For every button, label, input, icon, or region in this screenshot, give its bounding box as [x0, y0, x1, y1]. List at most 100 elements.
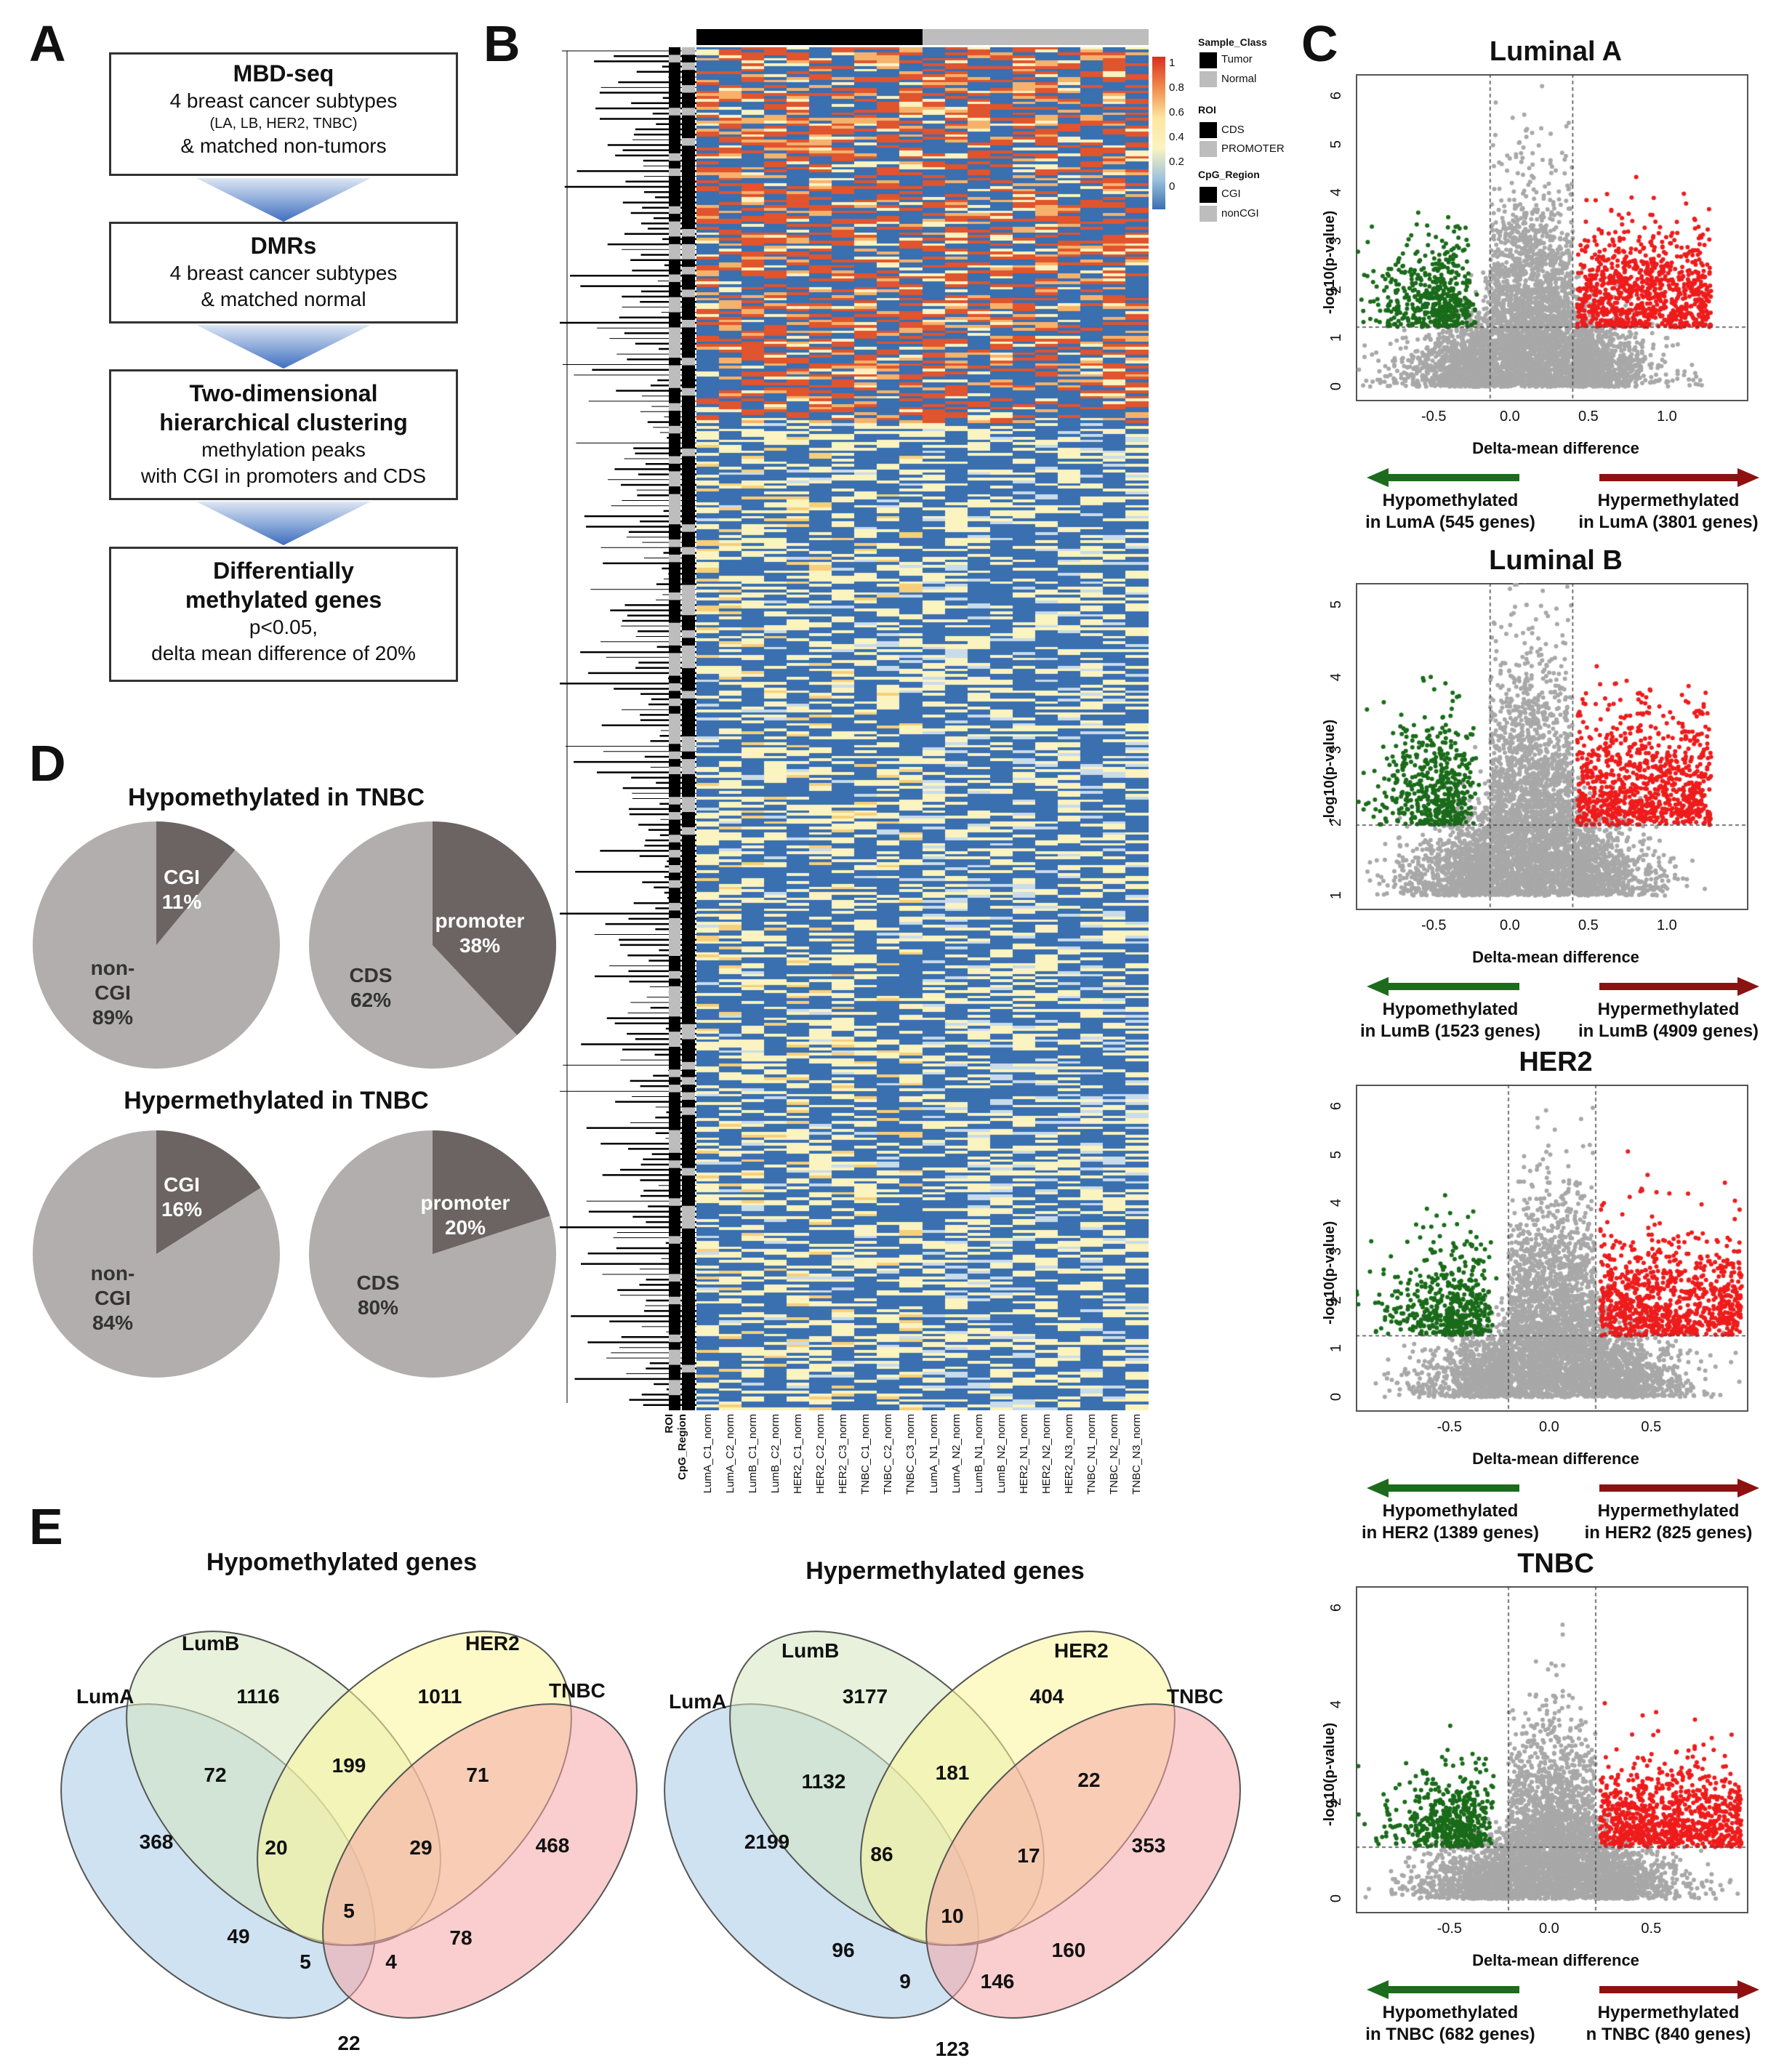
flow-title: DMRs — [250, 233, 317, 259]
hyper-arrow — [1599, 1980, 1759, 1999]
venn-count: 49 — [227, 1925, 250, 1948]
direction-arrows — [1367, 1980, 1759, 1999]
pie-small-slice — [156, 821, 236, 945]
pie4-small-label: promoter 20% — [420, 1191, 510, 1239]
hypo-count-label: Hypomethylated in LumA (545 genes) — [1365, 491, 1535, 532]
volcano-ytick: 3 — [1328, 236, 1345, 246]
hyper-count-label: Hypermethylated in HER2 (825 genes) — [1584, 1501, 1753, 1543]
heatmap-column-label: HER2_N2_norm — [1040, 1414, 1053, 1495]
sample-class-bar — [696, 29, 1149, 45]
pie-title-hyper: Hypermethylated in TNBC — [124, 1087, 429, 1114]
heatmap-column-label: HER2_N1_norm — [1017, 1414, 1030, 1495]
heatmap-column-label: LumB_N2_norm — [995, 1414, 1008, 1494]
colorbar-ticks: 1 0.8 0.6 0.4 0.2 0 — [1169, 51, 1184, 199]
flow-line: 4 breast cancer subtypes — [169, 262, 398, 284]
volcano-xtick: 0.0 — [1500, 917, 1520, 933]
funnel-arrow — [196, 178, 371, 222]
volcano-ytick: 1 — [1328, 1344, 1345, 1353]
volcano-title: Luminal B — [1489, 545, 1623, 576]
venn-ellipse-tnbc — [322, 1703, 638, 2019]
flow-line: & matched normal — [201, 288, 366, 310]
legend-swatch-noncgi — [1200, 206, 1217, 222]
venn-set-label: TNBC — [549, 1679, 606, 1702]
panel-letter-d: D — [29, 735, 66, 792]
heatmap-column-label: LumB_C1_norm — [746, 1414, 759, 1494]
venn-count: 5 — [300, 1950, 311, 1973]
venn-title-hyper: Hypermethylated genes — [805, 1557, 1085, 1585]
heatmap-column-label: TNBC_C1_norm — [859, 1414, 872, 1495]
pie-title-hypo: Hypomethylated in TNBC — [127, 784, 425, 811]
methylation-heatmap — [696, 47, 1149, 1410]
row-annot-label-cpg: CpG_Region — [676, 1414, 688, 1480]
flow-title: MBD-seq — [233, 60, 334, 87]
venn-count: 96 — [832, 1939, 855, 1961]
venn-count: 72 — [204, 1764, 227, 1786]
flow-line: delta mean difference of 20% — [151, 642, 416, 664]
heatmap-column-label: LumA_N2_norm — [949, 1414, 963, 1494]
volcano-ytick: 1 — [1328, 891, 1345, 900]
volcano-ytick: 4 — [1328, 188, 1345, 197]
hyper-arrow — [1599, 977, 1759, 996]
volcano-ytick: 4 — [1328, 1199, 1345, 1207]
volcano-ytick: 6 — [1328, 1101, 1345, 1111]
legend-swatch-promoter — [1200, 141, 1217, 157]
colorbar-tick: 0.4 — [1169, 131, 1184, 143]
volcano-ytick: 2 — [1328, 285, 1345, 294]
colorbar-tick: 0 — [1169, 180, 1176, 193]
pie3-large-label: non- CGI 84% — [90, 1262, 135, 1334]
hyper-arrow — [1599, 1479, 1759, 1498]
volcano-ytick: 6 — [1328, 1603, 1345, 1612]
flow-title: methylated genes — [185, 587, 382, 613]
flow-box-dmrs: DMRs 4 breast cancer subtypes & matched … — [109, 222, 458, 323]
volcano-ylabel: -log10(p-value) — [1322, 719, 1338, 823]
volcano-title: TNBC — [1517, 1548, 1594, 1579]
volcano-xtick: 0.5 — [1641, 1419, 1662, 1435]
row-annotation-bars — [669, 47, 695, 1410]
venn-count: 3177 — [842, 1685, 888, 1708]
hypo-arrow — [1367, 468, 1519, 487]
volcano-ytick: 4 — [1328, 672, 1345, 682]
heatmap-column-label: TNBC_C2_norm — [882, 1414, 895, 1495]
panel-letter-b: B — [483, 15, 521, 72]
volcano-points — [1356, 1085, 1748, 1412]
legend-label-tumor: Tumor — [1221, 53, 1253, 65]
heatmap-column-label: LumA_N1_norm — [927, 1414, 940, 1494]
pie2-small-label: promoter 38% — [435, 909, 525, 957]
venn-count: 10 — [941, 1905, 964, 1927]
volcano-ylabel: -log10(p-value) — [1322, 1722, 1338, 1826]
heatmap-column-label: LumB_N1_norm — [972, 1414, 985, 1494]
direction-arrows — [1367, 977, 1759, 996]
colorbar-tick: 0.8 — [1169, 81, 1184, 94]
volcano-xtick: -0.5 — [1421, 409, 1447, 425]
flow-line: (LA, LB, HER2, TNBC) — [209, 116, 358, 132]
heatmap-column-label: HER2_N3_norm — [1063, 1414, 1076, 1495]
venn-count: 1011 — [417, 1685, 462, 1708]
panel-letter-e: E — [29, 1498, 63, 1555]
hyper-count-label: Hypermethylated in LumA (3801 genes) — [1578, 491, 1759, 532]
hyper-arrow — [1599, 468, 1759, 487]
flow-line: with CGI in promoters and CDS — [140, 465, 427, 487]
venn-count: 9 — [899, 1970, 911, 1993]
row-annot-label-roi: ROI — [663, 1414, 675, 1434]
legend-swatch-cgi — [1200, 187, 1217, 203]
volcano-ytick: 5 — [1328, 600, 1345, 609]
legend-swatch-cds — [1200, 122, 1217, 138]
venn-set-label: LumB — [782, 1639, 840, 1662]
pie-charts — [33, 821, 556, 1378]
pie-small-slice — [433, 821, 556, 1035]
venn-count: 17 — [1017, 1844, 1040, 1867]
volcano-ytick: 6 — [1328, 91, 1345, 100]
venn-count: 20 — [265, 1836, 288, 1859]
flow-title: Differentially — [213, 558, 354, 584]
venn-set-label: HER2 — [1054, 1639, 1109, 1662]
legend-label-promoter: PROMOTER — [1221, 142, 1285, 155]
venn-count: 1132 — [801, 1770, 846, 1793]
panel-letter-a: A — [29, 15, 66, 72]
colorbar — [1152, 57, 1165, 209]
venn-count: 123 — [935, 2038, 970, 2060]
volcano-xtick: 0.5 — [1578, 409, 1599, 425]
volcano-xtick: 1.0 — [1657, 409, 1677, 425]
volcano-ytick: 0 — [1328, 1392, 1345, 1402]
venn-count: 2199 — [744, 1830, 790, 1853]
pie-small-slice — [433, 1130, 550, 1254]
